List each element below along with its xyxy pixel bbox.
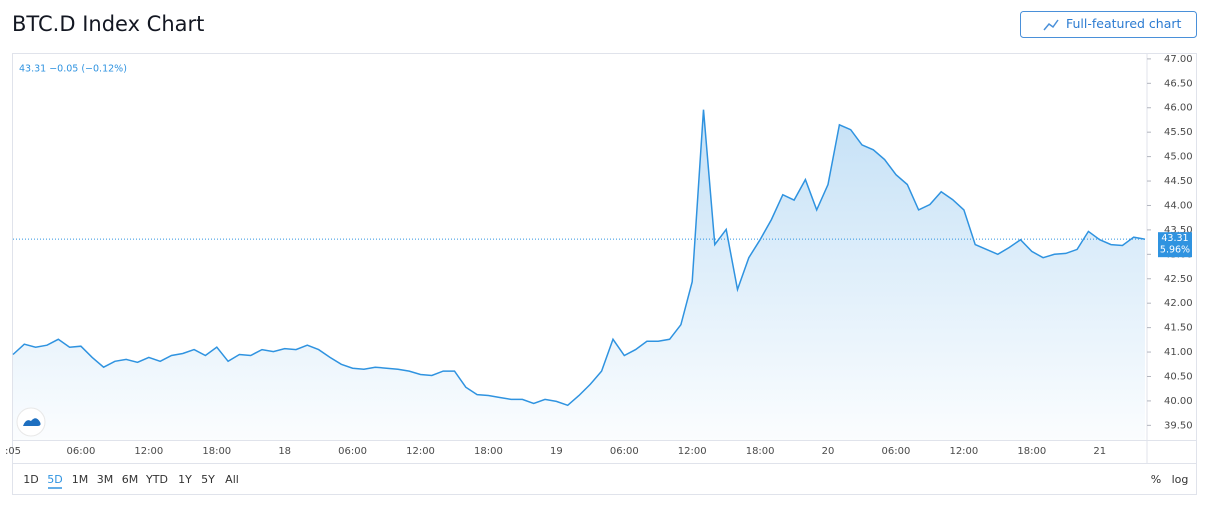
x-tick-label: 12:00	[134, 446, 163, 457]
y-tick-label: 47.00	[1164, 54, 1193, 65]
y-tick-label: 45.50	[1164, 127, 1193, 138]
x-tick-label: 12:00	[406, 446, 435, 457]
x-tick-label: 06:00	[67, 446, 96, 457]
button-label[interactable]: Full-featured chart	[1066, 16, 1182, 31]
y-tick-label: 46.50	[1164, 78, 1193, 89]
range-button[interactable]: 1Y	[178, 473, 192, 486]
page-title: BTC.D Index Chart	[12, 12, 204, 36]
x-tick-label: 06:00	[882, 446, 911, 457]
percent-toggle[interactable]: %	[1151, 473, 1161, 486]
legend: 43.31 −0.05 (−0.12%)	[19, 64, 127, 75]
x-tick-label: 18:00	[202, 446, 231, 457]
x-tick-label: 06:00	[338, 446, 367, 457]
last-price-box	[1158, 232, 1192, 258]
y-tick-label: 40.50	[1164, 371, 1193, 382]
y-tick-label: 39.50	[1164, 420, 1193, 431]
range-button[interactable]: All	[225, 473, 239, 486]
y-tick-label: 43.50	[1164, 225, 1193, 236]
x-tick-label: 18:00	[474, 446, 503, 457]
x-tick-label: 12:00	[949, 446, 978, 457]
log-toggle[interactable]: log	[1172, 473, 1189, 486]
range-button[interactable]: 6M	[122, 473, 139, 486]
area-fill	[13, 109, 1145, 440]
plot	[12, 109, 1146, 440]
x-tick-label: :05	[5, 446, 21, 457]
x-tick-label: 18:00	[1017, 446, 1046, 457]
last-price-label: 43.31	[1161, 233, 1188, 244]
range-button[interactable]: 5D	[47, 473, 62, 486]
y-tick-label: 45.00	[1164, 152, 1193, 163]
y-tick-label: 44.50	[1164, 176, 1193, 187]
x-tick-label: 18	[278, 446, 291, 457]
button-icon	[1043, 19, 1059, 31]
y-tick-label: 46.00	[1164, 103, 1193, 114]
logo-icon	[23, 418, 41, 426]
y-tick-label: 42.50	[1164, 274, 1193, 285]
x-tick-label: 19	[550, 446, 563, 457]
y-tick-label: 40.00	[1164, 396, 1193, 407]
y-tick-label: 41.00	[1164, 347, 1193, 358]
y-tick-label: 41.50	[1164, 323, 1193, 334]
price-line	[12, 109, 1146, 407]
range-button[interactable]: 1M	[72, 473, 89, 486]
x-tick-label: 06:00	[610, 446, 639, 457]
full-chart-button[interactable]	[1020, 11, 1197, 38]
range-button[interactable]: 5Y	[201, 473, 215, 486]
y-tick-label: 44.00	[1164, 200, 1193, 211]
range-button[interactable]: YTD	[145, 473, 168, 486]
x-tick-label: 21	[1093, 446, 1106, 457]
x-tick-label: 18:00	[746, 446, 775, 457]
x-tick-label: 20	[822, 446, 835, 457]
x-tick-label: 12:00	[678, 446, 707, 457]
change-label: 5.96%	[1160, 245, 1190, 256]
y-tick-label: 42.00	[1164, 298, 1193, 309]
range-button[interactable]: 1D	[23, 473, 38, 486]
range-button[interactable]: 3M	[97, 473, 114, 486]
